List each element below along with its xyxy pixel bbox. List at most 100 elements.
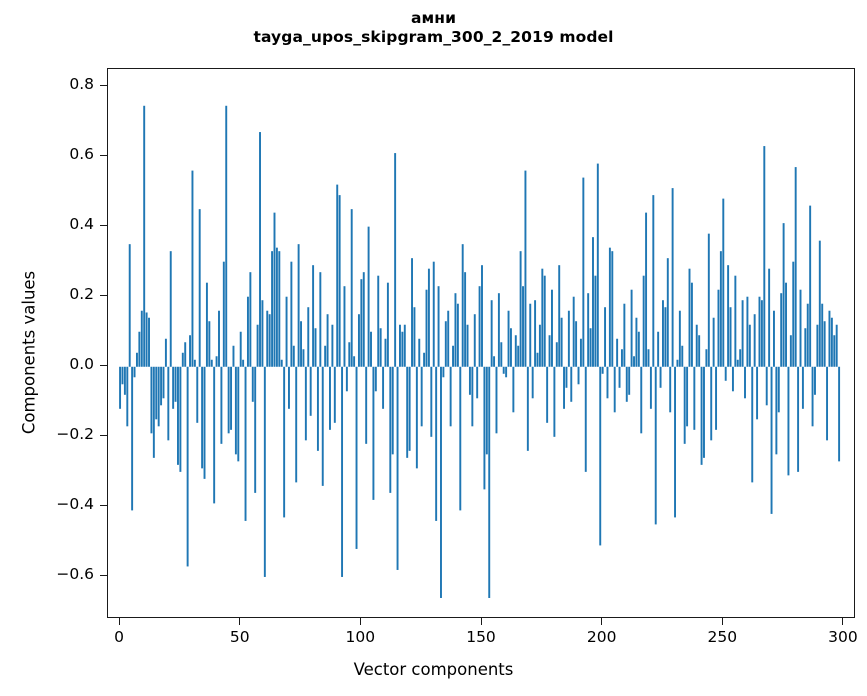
bar [251, 366, 254, 402]
bar [365, 366, 368, 444]
bar [558, 265, 561, 367]
bar [372, 366, 375, 500]
bar [396, 366, 399, 570]
bar [507, 310, 510, 367]
bar [220, 366, 223, 444]
bar [430, 366, 433, 437]
bar [485, 366, 488, 455]
bar [594, 275, 597, 367]
bar [382, 366, 385, 409]
plot-area [107, 68, 855, 618]
bar [618, 366, 621, 388]
bar [500, 342, 503, 367]
bar [399, 324, 401, 367]
bar [333, 366, 336, 423]
bar [502, 366, 505, 374]
bar [526, 366, 529, 451]
bar [611, 251, 614, 367]
bar [312, 265, 315, 367]
bar [425, 289, 428, 367]
bar [683, 366, 686, 444]
bar [411, 258, 413, 367]
bar [565, 366, 568, 388]
y-tick-mark [100, 295, 107, 297]
bar [746, 296, 749, 367]
bar [126, 366, 129, 427]
bar [242, 359, 245, 367]
bar [394, 153, 397, 367]
bar [435, 366, 438, 521]
bar [461, 244, 464, 367]
bar [669, 366, 672, 413]
bar [797, 366, 800, 472]
bar [449, 366, 452, 427]
bar [362, 272, 365, 367]
bar [514, 335, 517, 367]
bar [541, 268, 544, 367]
bar [608, 247, 611, 367]
bar [307, 307, 310, 367]
bar [801, 366, 804, 409]
bar [823, 321, 826, 367]
bar [157, 366, 160, 427]
bar-series-canvas [119, 105, 841, 598]
bar [283, 366, 286, 518]
bar [551, 289, 553, 367]
bar [386, 282, 389, 367]
x-tick-mark [480, 618, 482, 625]
bar [401, 331, 404, 367]
bar [821, 303, 824, 367]
bar [647, 349, 650, 367]
bar [292, 345, 295, 367]
bar [517, 345, 520, 367]
bar [674, 366, 676, 518]
bar [164, 338, 167, 367]
bar [408, 366, 411, 451]
bar [131, 366, 134, 511]
bar [601, 366, 604, 374]
bar [806, 303, 809, 367]
bar [763, 146, 766, 367]
bar [374, 366, 377, 392]
bar [536, 352, 539, 367]
bar [350, 209, 353, 367]
x-tick-label: 150 [466, 628, 496, 646]
bar [654, 366, 657, 525]
bar [348, 342, 351, 367]
bar [748, 324, 751, 367]
bar [688, 268, 691, 367]
bar [555, 342, 558, 367]
bar [456, 303, 459, 367]
bar [830, 317, 833, 367]
chart-title-line2: tayga_upos_skipgram_300_2_2019 model [253, 27, 614, 46]
bar [548, 335, 551, 367]
bar [150, 366, 153, 434]
x-tick-mark [118, 618, 120, 625]
bar [476, 366, 479, 399]
bar [534, 300, 537, 367]
bar [123, 366, 126, 395]
bar [524, 170, 527, 367]
bar [213, 366, 216, 504]
bar [616, 338, 619, 367]
x-tick-label: 50 [229, 628, 250, 646]
bar [246, 296, 249, 367]
x-tick-label: 0 [114, 628, 124, 646]
bar [278, 251, 281, 367]
bar [138, 331, 141, 367]
bar [811, 366, 814, 427]
bar [765, 366, 768, 406]
bar [553, 366, 556, 437]
bar [466, 324, 469, 367]
bar [739, 349, 742, 367]
bar [577, 366, 580, 385]
bar [263, 366, 266, 577]
bar [432, 261, 435, 367]
bar [218, 310, 220, 367]
bar [222, 261, 225, 367]
bar [787, 366, 790, 476]
bar [814, 366, 816, 395]
bar [809, 205, 812, 367]
bar [628, 366, 631, 395]
bar [789, 335, 792, 367]
